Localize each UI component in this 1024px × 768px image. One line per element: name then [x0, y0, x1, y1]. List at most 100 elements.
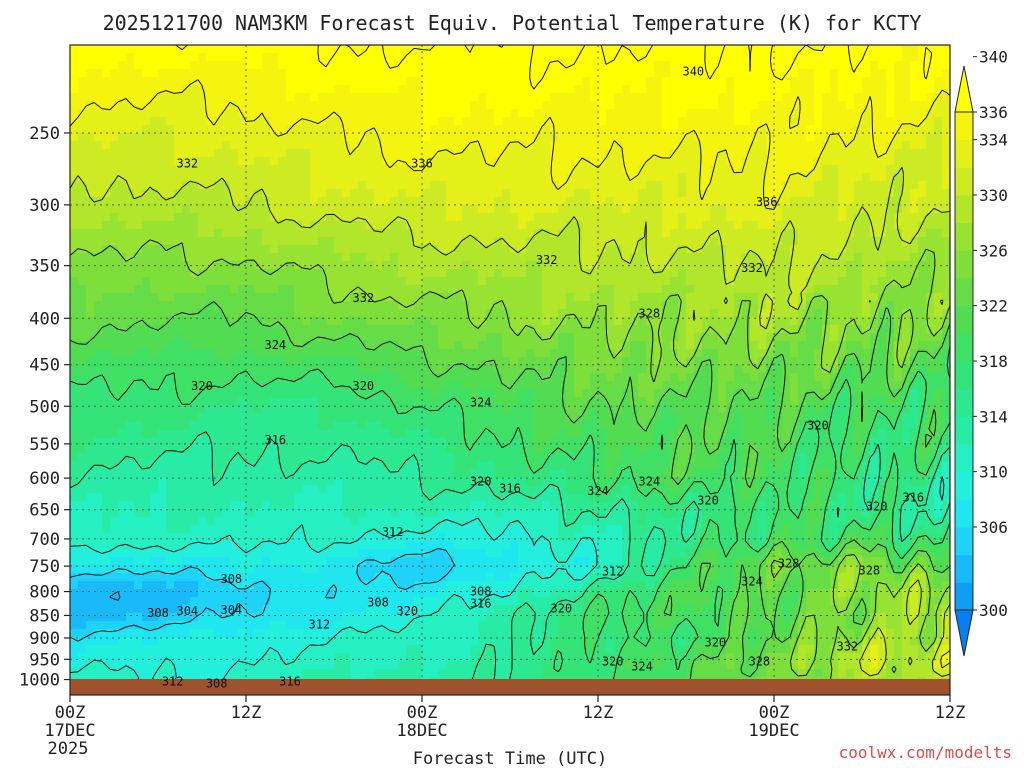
heatmap-cell	[630, 45, 639, 54]
heatmap-cell	[278, 165, 287, 174]
heatmap-cell	[942, 277, 950, 286]
heatmap-cell	[550, 237, 559, 246]
heatmap-cell	[110, 285, 119, 294]
heatmap-cell	[374, 293, 383, 302]
heatmap-cell	[798, 93, 807, 102]
heatmap-cell	[734, 69, 743, 78]
heatmap-cell	[606, 101, 615, 110]
heatmap-cell	[326, 373, 335, 382]
heatmap-cell	[582, 189, 591, 198]
heatmap-cell	[382, 181, 391, 190]
heatmap-cell	[318, 101, 327, 110]
heatmap-cell	[830, 117, 839, 126]
heatmap-cell	[502, 357, 511, 366]
heatmap-cell	[574, 285, 583, 294]
heatmap-cell	[942, 341, 950, 350]
heatmap-cell	[118, 101, 127, 110]
heatmap-cell	[654, 165, 663, 174]
heatmap-cell	[710, 173, 719, 182]
heatmap-cell	[86, 157, 95, 166]
heatmap-cell	[470, 381, 479, 390]
heatmap-cell	[638, 397, 647, 406]
heatmap-cell	[246, 301, 255, 310]
heatmap-cell	[478, 69, 487, 78]
heatmap-cell	[270, 197, 279, 206]
heatmap-cell	[438, 141, 447, 150]
heatmap-cell	[470, 53, 479, 62]
heatmap-cell	[854, 309, 863, 318]
heatmap-cell	[646, 205, 655, 214]
heatmap-cell	[582, 101, 591, 110]
heatmap-cell	[278, 325, 287, 334]
heatmap-cell	[638, 349, 647, 358]
heatmap-cell	[478, 357, 487, 366]
heatmap-cell	[830, 85, 839, 94]
heatmap-cell	[318, 205, 327, 214]
heatmap-cell	[806, 117, 815, 126]
heatmap-cell	[838, 277, 847, 286]
heatmap-cell	[590, 85, 599, 94]
heatmap-cell	[518, 389, 527, 398]
heatmap-cell	[582, 253, 591, 262]
heatmap-cell	[294, 133, 303, 142]
heatmap-cell	[70, 341, 79, 350]
heatmap-cell	[550, 293, 559, 302]
heatmap-cell	[70, 245, 79, 254]
heatmap-cell	[518, 133, 527, 142]
heatmap-cell	[622, 341, 631, 350]
heatmap-cell	[694, 45, 703, 54]
heatmap-cell	[254, 317, 263, 326]
heatmap-cell	[422, 69, 431, 78]
heatmap-cell	[510, 133, 519, 142]
heatmap-cell	[558, 221, 567, 230]
heatmap-cell	[310, 141, 319, 150]
heatmap-cell	[606, 317, 615, 326]
heatmap-cell	[294, 285, 303, 294]
heatmap-cell	[742, 165, 751, 174]
heatmap-cell	[430, 365, 439, 374]
heatmap-cell	[526, 389, 535, 398]
heatmap-cell	[726, 317, 735, 326]
heatmap-cell	[534, 237, 543, 246]
heatmap-cell	[926, 341, 935, 350]
heatmap-cell	[446, 389, 455, 398]
heatmap-cell	[278, 357, 287, 366]
heatmap-cell	[454, 221, 463, 230]
heatmap-cell	[206, 365, 215, 374]
heatmap-cell	[582, 333, 591, 342]
heatmap-cell	[150, 221, 159, 230]
heatmap-cell	[526, 333, 535, 342]
heatmap-cell	[78, 77, 87, 86]
heatmap-cell	[678, 85, 687, 94]
heatmap-cell	[118, 373, 127, 382]
heatmap-cell	[758, 221, 767, 230]
heatmap-cell	[598, 125, 607, 134]
heatmap-cell	[278, 301, 287, 310]
heatmap-cell	[886, 117, 895, 126]
heatmap-cell	[310, 349, 319, 358]
heatmap-cell	[662, 293, 671, 302]
heatmap-cell	[270, 69, 279, 78]
heatmap-cell	[270, 357, 279, 366]
heatmap-cell	[622, 397, 631, 406]
heatmap-cell	[382, 109, 391, 118]
heatmap-cell	[926, 133, 935, 142]
heatmap-cell	[278, 189, 287, 198]
heatmap-cell	[878, 77, 887, 86]
heatmap-cell	[862, 269, 871, 278]
heatmap-cell	[918, 357, 927, 366]
heatmap-cell	[622, 77, 631, 86]
heatmap-cell	[142, 229, 151, 238]
heatmap-cell	[358, 285, 367, 294]
heatmap-cell	[366, 141, 375, 150]
heatmap-cell	[486, 117, 495, 126]
heatmap-cell	[582, 125, 591, 134]
heatmap-cell	[918, 269, 927, 278]
heatmap-cell	[430, 277, 439, 286]
heatmap-cell	[350, 309, 359, 318]
heatmap-cell	[654, 253, 663, 262]
heatmap-cell	[342, 237, 351, 246]
heatmap-cell	[798, 173, 807, 182]
heatmap-cell	[750, 173, 759, 182]
heatmap-cell	[518, 69, 527, 78]
